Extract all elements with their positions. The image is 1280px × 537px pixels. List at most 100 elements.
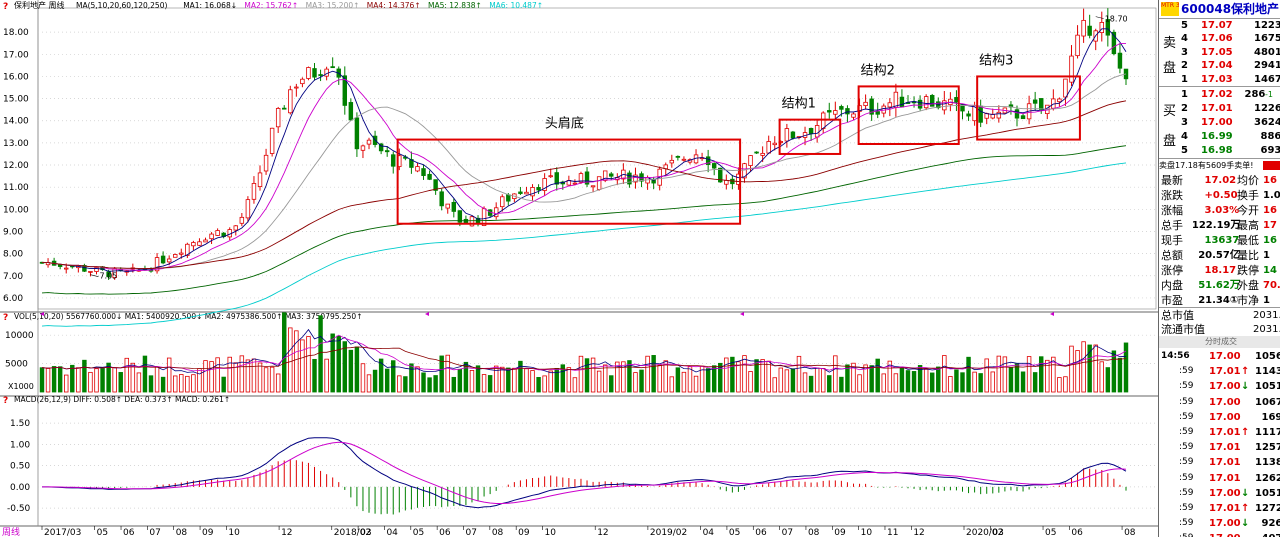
tick-row[interactable]: :59 17.00↓ 1051 [1159,379,1280,394]
volume-bar [742,355,747,393]
stat-row: 最新 17.02 均价 16 [1159,173,1280,188]
volume-bar [500,366,505,393]
volume-bar [1123,342,1129,393]
tick-row[interactable]: :59 17.00 407 [1159,531,1280,537]
volume-bar [839,376,844,393]
tick-row[interactable]: :59 17.01 1262 [1159,471,1280,486]
x-axis-label: 2020/02 [966,528,1003,537]
bid-vol: 693 [1260,145,1280,156]
candle [996,111,1002,119]
volume-bar [881,373,886,393]
stat-key: 换手 [1237,189,1259,202]
bid-chg: -1 [1265,90,1273,99]
bid-price: 16.99 [1201,131,1233,142]
tick-dir: ↑ [1241,503,1250,514]
tick-time: :59 [1179,442,1194,453]
volume-bar [1045,359,1050,393]
stat-value: 18.17 [1204,265,1237,276]
tick-row[interactable]: :59 17.00 1067 [1159,395,1280,410]
volume-y-tick: 10000 [5,331,34,341]
chart-svg[interactable]: 18.00 17.00 16.00 15.00 14.00 13.00 12.00 11.00… [0,0,1158,537]
volume-bar [148,375,154,393]
tick-row[interactable]: :59 17.00↓ 926 [1159,516,1280,531]
volume-bar [1105,367,1111,393]
bid-row: 4 16.99 886 [1159,130,1280,144]
volume-bar [70,364,75,393]
price-y-tick: 6.00 [3,294,23,304]
chart-area[interactable]: 18.00 17.00 16.00 15.00 14.00 13.00 12.00 11.00… [0,0,1158,537]
volume-bar [185,375,190,393]
volume-bar [294,330,299,393]
tick-row[interactable]: 14:56 17.00 1056 [1159,349,1280,364]
volume-bar [548,370,553,393]
candle [1111,31,1117,55]
tick-time: :59 [1179,381,1194,392]
candle [493,207,499,218]
volume-bar [936,366,941,393]
candle [681,158,687,161]
price-y-tick: 14.00 [3,117,29,127]
candle [239,216,245,224]
candle [354,117,360,150]
volume-bar [463,361,469,393]
volume-bar [905,370,911,393]
candle [869,98,874,115]
volume-bar [760,359,765,393]
tick-row[interactable]: :59 17.01↑ 1143 [1159,364,1280,379]
candle [427,173,432,180]
tick-row[interactable]: :59 17.00↓ 1051 [1159,486,1280,501]
stat-row: 现手 13637 最低 16 [1159,233,1280,248]
tick-row[interactable]: :59 17.01 1138 [1159,455,1280,470]
volume-bar [136,372,142,393]
tick-dir: ↓ [1241,487,1250,499]
ma-legend-4: MA3: 15.200↑ [306,1,360,10]
ticks-header[interactable]: 分时成交 [1159,336,1280,348]
volume-bar [221,376,226,393]
volume-bar [1014,363,1020,393]
volume-bar [796,355,802,393]
volume-bar [318,315,323,393]
tick-price: 17.00 [1209,411,1241,423]
volume-bar [790,368,796,393]
tick-row[interactable]: :59 17.01 1257 [1159,440,1280,455]
pattern-box-3 [857,85,960,145]
tick-time: :59 [1179,518,1194,529]
volume-bar [554,367,559,393]
candle [711,163,717,169]
volume-title: VOL(5,10,20) 5567760.000↓ MA1: 5400920.5… [14,312,363,321]
candle [978,105,983,123]
candle [282,107,287,110]
x-axis-label: 04 [703,528,715,537]
price-y-tick: 9.00 [3,227,23,237]
x-axis-label: 08 [808,528,820,537]
tick-vol: 1143 [1255,366,1280,378]
tick-row[interactable]: :59 17.00 169 [1159,410,1280,425]
macd-y-tick: 1.50 [10,419,30,429]
candle [1117,52,1123,69]
volume-bar [705,368,711,393]
volume-bar [633,372,638,393]
volume-bar [451,376,457,393]
volume-bar [354,346,360,393]
x-axis-label: 05 [729,528,740,537]
ma-line-MA4 [42,100,1127,269]
tick-time: :59 [1179,427,1194,437]
stat-key: 市净 [1237,294,1259,307]
candle [330,66,335,69]
tick-vol: 169 [1261,411,1280,423]
stat-value: 20.57亿 [1198,250,1240,261]
candle [808,127,814,134]
tick-price: 17.01 [1209,442,1241,454]
tick-price: 17.01 [1209,457,1241,469]
macd-title: MACD(26,12,9) DIFF: 0.508↑ DEA: 0.373↑ M… [14,395,230,404]
volume-bar [306,336,311,393]
volume-unit-label: X1000 [8,382,34,391]
volume-bar [639,369,644,393]
ask-level: 1 [1181,73,1188,85]
ask-row: 2 17.04 2941 [1159,59,1280,72]
stat-value: 1.0 [1263,190,1280,201]
bid-level: 3 [1181,117,1188,128]
tick-row[interactable]: :59 17.01↑ 1272 [1159,501,1280,516]
